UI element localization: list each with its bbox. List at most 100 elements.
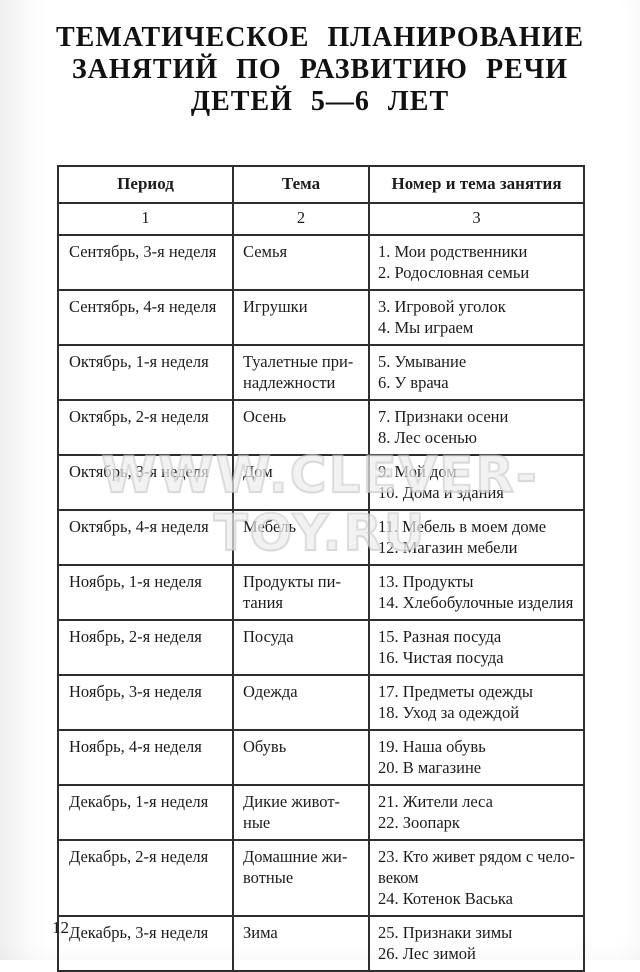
lesson-line: веком	[378, 868, 419, 887]
lesson-line: 13. Продукты	[378, 572, 474, 591]
lesson-line: 5. Умывание	[378, 352, 467, 371]
column-number-2: 2	[232, 202, 370, 236]
theme-cell: Мебель	[232, 509, 370, 566]
period-cell: Ноябрь, 3-я неделя	[57, 674, 234, 731]
theme-cell: Домашние жи- вотные	[232, 839, 370, 917]
theme-line: Обувь	[243, 737, 287, 756]
lesson-line: 10. Дома и здания	[378, 483, 504, 502]
col-header-lessons: Номер и тема занятия	[368, 165, 585, 204]
theme-line: Дикие живот-	[243, 792, 341, 811]
theme-cell: Дикие живот- ные	[232, 784, 370, 841]
lesson-line: 8. Лес осенью	[378, 428, 477, 447]
theme-line: Дом	[243, 462, 273, 481]
lessons-cell: 17. Предметы одежды 18. Уход за одеждой	[368, 674, 585, 731]
theme-line: Продукты пи-	[243, 572, 341, 591]
theme-line: Посуда	[243, 627, 294, 646]
lesson-line: 18. Уход за одеждой	[378, 703, 520, 722]
col-header-theme: Тема	[232, 165, 370, 204]
lessons-cell: 11. Мебель в моем доме 12. Магазин мебел…	[368, 509, 585, 566]
lesson-line: 2. Родословная семьи	[378, 263, 530, 282]
column-number-3: 3	[368, 202, 585, 236]
theme-line: Туалетные при-	[243, 352, 354, 371]
theme-line: Семья	[243, 242, 288, 261]
table-row: Декабрь, 1-я неделя Дикие живот- ные 21.…	[57, 784, 585, 841]
theme-line: ные	[243, 813, 271, 832]
lesson-line: 9. Мой дом	[378, 462, 457, 481]
theme-line: тания	[243, 593, 283, 612]
lesson-line: 6. У врача	[378, 373, 449, 392]
table-row: Октябрь, 3-я неделя Дом 9. Мой дом 10. Д…	[57, 454, 585, 511]
lesson-line: 26. Лес зимой	[378, 944, 476, 963]
lesson-line: 16. Чистая посуда	[378, 648, 504, 667]
lessons-cell: 3. Игровой уголок 4. Мы играем	[368, 289, 585, 346]
theme-cell: Дом	[232, 454, 370, 511]
title-line-2: ЗАНЯТИЙ ПО РАЗВИТИЮ РЕЧИ	[71, 54, 569, 85]
lesson-line: 17. Предметы одежды	[378, 682, 533, 701]
period-cell: Октябрь, 2-я неделя	[57, 399, 234, 456]
lessons-cell: 1. Мои родственники 2. Родословная семьи	[368, 234, 585, 291]
title-line-3: ДЕТЕЙ 5—6 ЛЕТ	[190, 86, 450, 117]
theme-line: вотные	[243, 868, 294, 887]
table-row: Октябрь, 1-я неделя Туалетные при- надле…	[57, 344, 585, 401]
period-cell: Декабрь, 2-я неделя	[57, 839, 234, 917]
theme-line: Игрушки	[243, 297, 308, 316]
planning-table: Период Тема Номер и тема занятия 1 2 3 С…	[57, 165, 585, 972]
lesson-line: 24. Котенок Васька	[378, 889, 513, 908]
lessons-cell: 23. Кто живет рядом с чело- веком 24. Ко…	[368, 839, 585, 917]
lessons-cell: 21. Жители леса 22. Зоопарк	[368, 784, 585, 841]
theme-cell: Осень	[232, 399, 370, 456]
lessons-cell: 25. Признаки зимы 26. Лес зимой	[368, 915, 585, 972]
table-row: Октябрь, 2-я неделя Осень 7. Признаки ос…	[57, 399, 585, 456]
column-number-1: 1	[57, 202, 234, 236]
lesson-line: 11. Мебель в моем доме	[378, 517, 547, 536]
table-row: Сентябрь, 3-я неделя Семья 1. Мои родств…	[57, 234, 585, 291]
lessons-cell: 19. Наша обувь 20. В магазине	[368, 729, 585, 786]
period-cell: Ноябрь, 1-я неделя	[57, 564, 234, 621]
lesson-line: 3. Игровой уголок	[378, 297, 506, 316]
theme-line: Мебель	[243, 517, 297, 536]
period-cell: Декабрь, 1-я неделя	[57, 784, 234, 841]
table-header-row: Период Тема Номер и тема занятия	[57, 165, 585, 204]
period-cell: Сентябрь, 3-я неделя	[57, 234, 234, 291]
lessons-cell: 9. Мой дом 10. Дома и здания	[368, 454, 585, 511]
period-cell: Октябрь, 1-я неделя	[57, 344, 234, 401]
lessons-cell: 5. Умывание 6. У врача	[368, 344, 585, 401]
period-cell: Октябрь, 4-я неделя	[57, 509, 234, 566]
period-cell: Ноябрь, 4-я неделя	[57, 729, 234, 786]
period-cell: Ноябрь, 2-я неделя	[57, 619, 234, 676]
theme-cell: Одежда	[232, 674, 370, 731]
table-row: Ноябрь, 3-я неделя Одежда 17. Предметы о…	[57, 674, 585, 731]
title-line-1: ТЕМАТИЧЕСКОЕ ПЛАНИРОВАНИЕ	[55, 22, 584, 53]
table-row: Декабрь, 2-я неделя Домашние жи- вотные …	[57, 839, 585, 917]
table-row: Октябрь, 4-я неделя Мебель 11. Мебель в …	[57, 509, 585, 566]
lesson-line: 21. Жители леса	[378, 792, 493, 811]
lesson-line: 22. Зоопарк	[378, 813, 460, 832]
theme-line: надлежности	[243, 373, 336, 392]
lessons-cell: 7. Признаки осени 8. Лес осенью	[368, 399, 585, 456]
theme-cell: Семья	[232, 234, 370, 291]
theme-cell: Туалетные при- надлежности	[232, 344, 370, 401]
period-cell: Декабрь, 3-я неделя	[57, 915, 234, 972]
column-number-row: 1 2 3	[57, 202, 585, 236]
lesson-line: 7. Признаки осени	[378, 407, 509, 426]
theme-line: Одежда	[243, 682, 298, 701]
lessons-cell: 13. Продукты 14. Хлебобулочные изделия	[368, 564, 585, 621]
lesson-line: 25. Признаки зимы	[378, 923, 513, 942]
theme-cell: Зима	[232, 915, 370, 972]
table-row: Декабрь, 3-я неделя Зима 25. Признаки зи…	[57, 915, 585, 972]
lesson-line: 14. Хлебобулочные изделия	[378, 593, 574, 612]
table-row: Ноябрь, 4-я неделя Обувь 19. Наша обувь …	[57, 729, 585, 786]
period-cell: Сентябрь, 4-я неделя	[57, 289, 234, 346]
theme-cell: Обувь	[232, 729, 370, 786]
theme-line: Зима	[243, 923, 278, 942]
lesson-line: 23. Кто живет рядом с чело-	[378, 847, 575, 866]
table-row: Ноябрь, 1-я неделя Продукты пи- тания 13…	[57, 564, 585, 621]
table-row: Сентябрь, 4-я неделя Игрушки 3. Игровой …	[57, 289, 585, 346]
theme-cell: Продукты пи- тания	[232, 564, 370, 621]
lesson-line: 4. Мы играем	[378, 318, 474, 337]
lesson-line: 19. Наша обувь	[378, 737, 486, 756]
lesson-line: 20. В магазине	[378, 758, 482, 777]
theme-line: Осень	[243, 407, 287, 426]
theme-line: Домашние жи-	[243, 847, 348, 866]
